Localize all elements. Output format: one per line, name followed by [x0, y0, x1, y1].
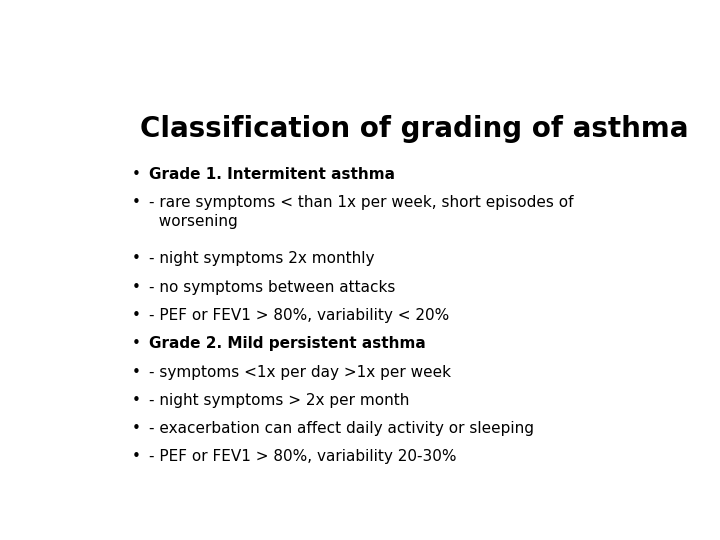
Text: •: •	[132, 449, 140, 464]
Text: •: •	[132, 336, 140, 352]
Text: - night symptoms > 2x per month: - night symptoms > 2x per month	[148, 393, 409, 408]
Text: •: •	[132, 393, 140, 408]
Text: •: •	[132, 195, 140, 210]
Text: Classification of grading of asthma: Classification of grading of asthma	[140, 114, 689, 143]
Text: - symptoms <1x per day >1x per week: - symptoms <1x per day >1x per week	[148, 364, 451, 380]
Text: Grade 2. Mild persistent asthma: Grade 2. Mild persistent asthma	[148, 336, 426, 352]
Text: •: •	[132, 308, 140, 323]
Text: - PEF or FEV1 > 80%, variability 20-30%: - PEF or FEV1 > 80%, variability 20-30%	[148, 449, 456, 464]
Text: •: •	[132, 364, 140, 380]
Text: - rare symptoms < than 1x per week, short episodes of
  worsening: - rare symptoms < than 1x per week, shor…	[148, 195, 573, 228]
Text: •: •	[132, 280, 140, 295]
Text: •: •	[132, 167, 140, 181]
Text: - exacerbation can affect daily activity or sleeping: - exacerbation can affect daily activity…	[148, 421, 534, 436]
Text: - night symptoms 2x monthly: - night symptoms 2x monthly	[148, 252, 374, 267]
Text: - PEF or FEV1 > 80%, variability < 20%: - PEF or FEV1 > 80%, variability < 20%	[148, 308, 449, 323]
Text: - no symptoms between attacks: - no symptoms between attacks	[148, 280, 395, 295]
Text: •: •	[132, 252, 140, 267]
Text: Grade 1. Intermitent asthma: Grade 1. Intermitent asthma	[148, 167, 395, 181]
Text: •: •	[132, 421, 140, 436]
